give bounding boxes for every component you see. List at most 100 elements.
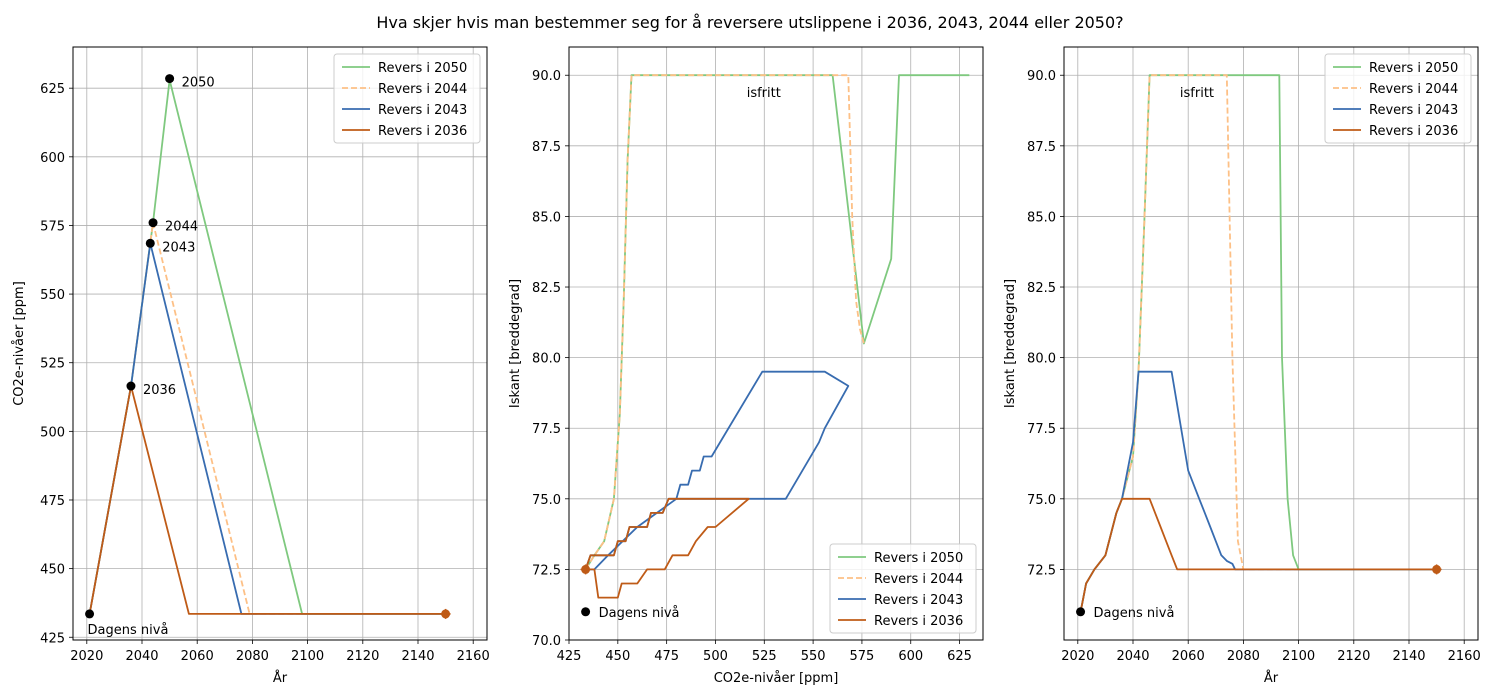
x-tick-label: 2080 [1227, 649, 1260, 664]
axes-frame [72, 46, 488, 641]
legend-label-revers-i-2043: Revers i 2043 [378, 103, 467, 118]
ice-edge-vs-co2-panel: Dagens nivå isfritt 425 450 475 500 525 550 575 6… [508, 46, 984, 686]
x-tick-label: 525 [752, 649, 777, 664]
x-tick-label: 2140 [1392, 649, 1425, 664]
start-point-marker [85, 609, 95, 619]
legend: Revers i 2050 Revers i 2044 Revers i 2043 R… [333, 53, 481, 144]
legend-label-revers-i-2050: Revers i 2050 [378, 61, 467, 76]
y-tick-label: 87.5 [1027, 140, 1056, 155]
legend-label-revers-i-2036: Revers i 2036 [378, 124, 467, 139]
plot-area [584, 74, 970, 599]
x-tick-label: 2060 [1172, 649, 1205, 664]
series-line-revers-i-2044 [88, 221, 446, 615]
y-tick-label: 90.0 [532, 69, 561, 84]
point-marker-2036 [126, 381, 136, 391]
series-line-revers-i-2050 [584, 74, 970, 570]
series-line-revers-i-2036 [1079, 497, 1437, 612]
x-tick-label: 550 [801, 649, 826, 664]
y-axis-label: Iskant [breddegrad] [508, 279, 523, 408]
x-tick-label: 450 [605, 649, 630, 664]
x-tick-label: 2040 [1116, 649, 1149, 664]
legend-label-revers-i-2044: Revers i 2044 [378, 82, 467, 97]
y-tick-label: 70.0 [532, 634, 561, 649]
legend-label-revers-i-2044: Revers i 2044 [874, 572, 963, 587]
x-tick-label: 2100 [291, 649, 324, 664]
x-tick-label: 2120 [1337, 649, 1370, 664]
y-tick-label: 75.0 [532, 493, 561, 508]
annotation-isfritt: isfritt [1180, 86, 1214, 101]
co2-vs-year-panel: 2050 2044 2043 2036 Dagens nivå 2020 2040 2060 2… [12, 46, 490, 686]
legend: Revers i 2050 Revers i 2044 Revers i 2043 R… [829, 543, 977, 634]
point-label-2043: 2043 [162, 240, 195, 255]
series-line-revers-i-2050 [88, 79, 446, 615]
legend: Revers i 2050 Revers i 2044 Revers i 2043 R… [1324, 53, 1472, 144]
legend-box [1324, 53, 1472, 144]
legend-label-revers-i-2036: Revers i 2036 [1369, 124, 1458, 139]
series-line-revers-i-2036 [584, 497, 750, 599]
series-line-revers-i-2044 [584, 74, 865, 570]
x-tick-label: 500 [703, 649, 728, 664]
legend-label-revers-i-2044: Revers i 2044 [1369, 82, 1458, 97]
x-axis-label: År [273, 670, 288, 686]
plot-area [1079, 74, 1437, 612]
x-tick-label: 2060 [181, 649, 214, 664]
y-tick-label: 82.5 [532, 281, 561, 296]
x-tick-label: 600 [898, 649, 923, 664]
y-tick-label: 80.0 [1027, 352, 1056, 367]
y-tick-label: 85.0 [1027, 210, 1056, 225]
y-tick-label: 77.5 [1027, 422, 1056, 437]
x-axis-label: År [1264, 670, 1279, 686]
series-line-revers-i-2043 [584, 370, 850, 571]
y-tick-label: 87.5 [532, 140, 561, 155]
y-tick-label: 82.5 [1027, 281, 1056, 296]
y-tick-label: 72.5 [1027, 563, 1056, 578]
series-line-revers-i-2036 [88, 385, 446, 615]
start-point-label: Dagens nivå [1094, 606, 1175, 621]
x-tick-label: 475 [654, 649, 679, 664]
series-line-revers-i-2044 [1079, 74, 1437, 612]
x-tick-label: 2100 [1282, 649, 1315, 664]
start-point-label: Dagens nivå [599, 606, 680, 621]
legend-box [829, 543, 977, 634]
series-line-revers-i-2043 [88, 242, 446, 615]
x-tick-label: 2020 [1061, 649, 1094, 664]
y-tick-label: 600 [40, 151, 65, 166]
ice-edge-vs-year-panel: Dagens nivå isfritt 2020 2040 2060 2080 2100 21… [1003, 46, 1481, 686]
point-label-2044: 2044 [165, 220, 198, 235]
point-marker-2043 [145, 238, 155, 248]
start-point-marker [1076, 607, 1086, 617]
legend-label-revers-i-2036: Revers i 2036 [874, 614, 963, 629]
series-line-revers-i-2050 [1079, 74, 1437, 612]
y-tick-label: 75.0 [1027, 493, 1056, 508]
legend-label-revers-i-2050: Revers i 2050 [1369, 61, 1458, 76]
start-point-marker [581, 607, 591, 617]
start-point-label: Dagens nivå [88, 623, 169, 638]
y-tick-label: 80.0 [532, 352, 561, 367]
y-tick-label: 550 [40, 288, 65, 303]
y-tick-label: 575 [40, 219, 65, 234]
y-tick-label: 500 [40, 425, 65, 440]
y-axis-label: Iskant [breddegrad] [1003, 279, 1018, 408]
point-marker-2044 [148, 218, 158, 228]
x-tick-label: 2020 [70, 649, 103, 664]
legend-box [333, 53, 481, 144]
x-tick-label: 425 [557, 649, 582, 664]
y-tick-label: 77.5 [532, 422, 561, 437]
y-tick-label: 90.0 [1027, 69, 1056, 84]
legend-label-revers-i-2043: Revers i 2043 [874, 593, 963, 608]
series-line-revers-i-2043 [1079, 370, 1437, 612]
plot-area [88, 79, 446, 615]
point-marker-2050 [165, 74, 175, 84]
legend-label-revers-i-2050: Revers i 2050 [874, 551, 963, 566]
y-tick-label: 72.5 [532, 563, 561, 578]
y-axis-label: CO2e-nivåer [ppm] [12, 281, 27, 406]
y-tick-label: 85.0 [532, 210, 561, 225]
x-tick-label: 2140 [401, 649, 434, 664]
point-label-2050: 2050 [182, 76, 215, 91]
y-tick-label: 625 [40, 82, 65, 97]
annotation-isfritt: isfritt [747, 86, 781, 101]
legend-label-revers-i-2043: Revers i 2043 [1369, 103, 1458, 118]
y-tick-label: 425 [40, 631, 65, 646]
x-tick-label: 2160 [457, 649, 490, 664]
